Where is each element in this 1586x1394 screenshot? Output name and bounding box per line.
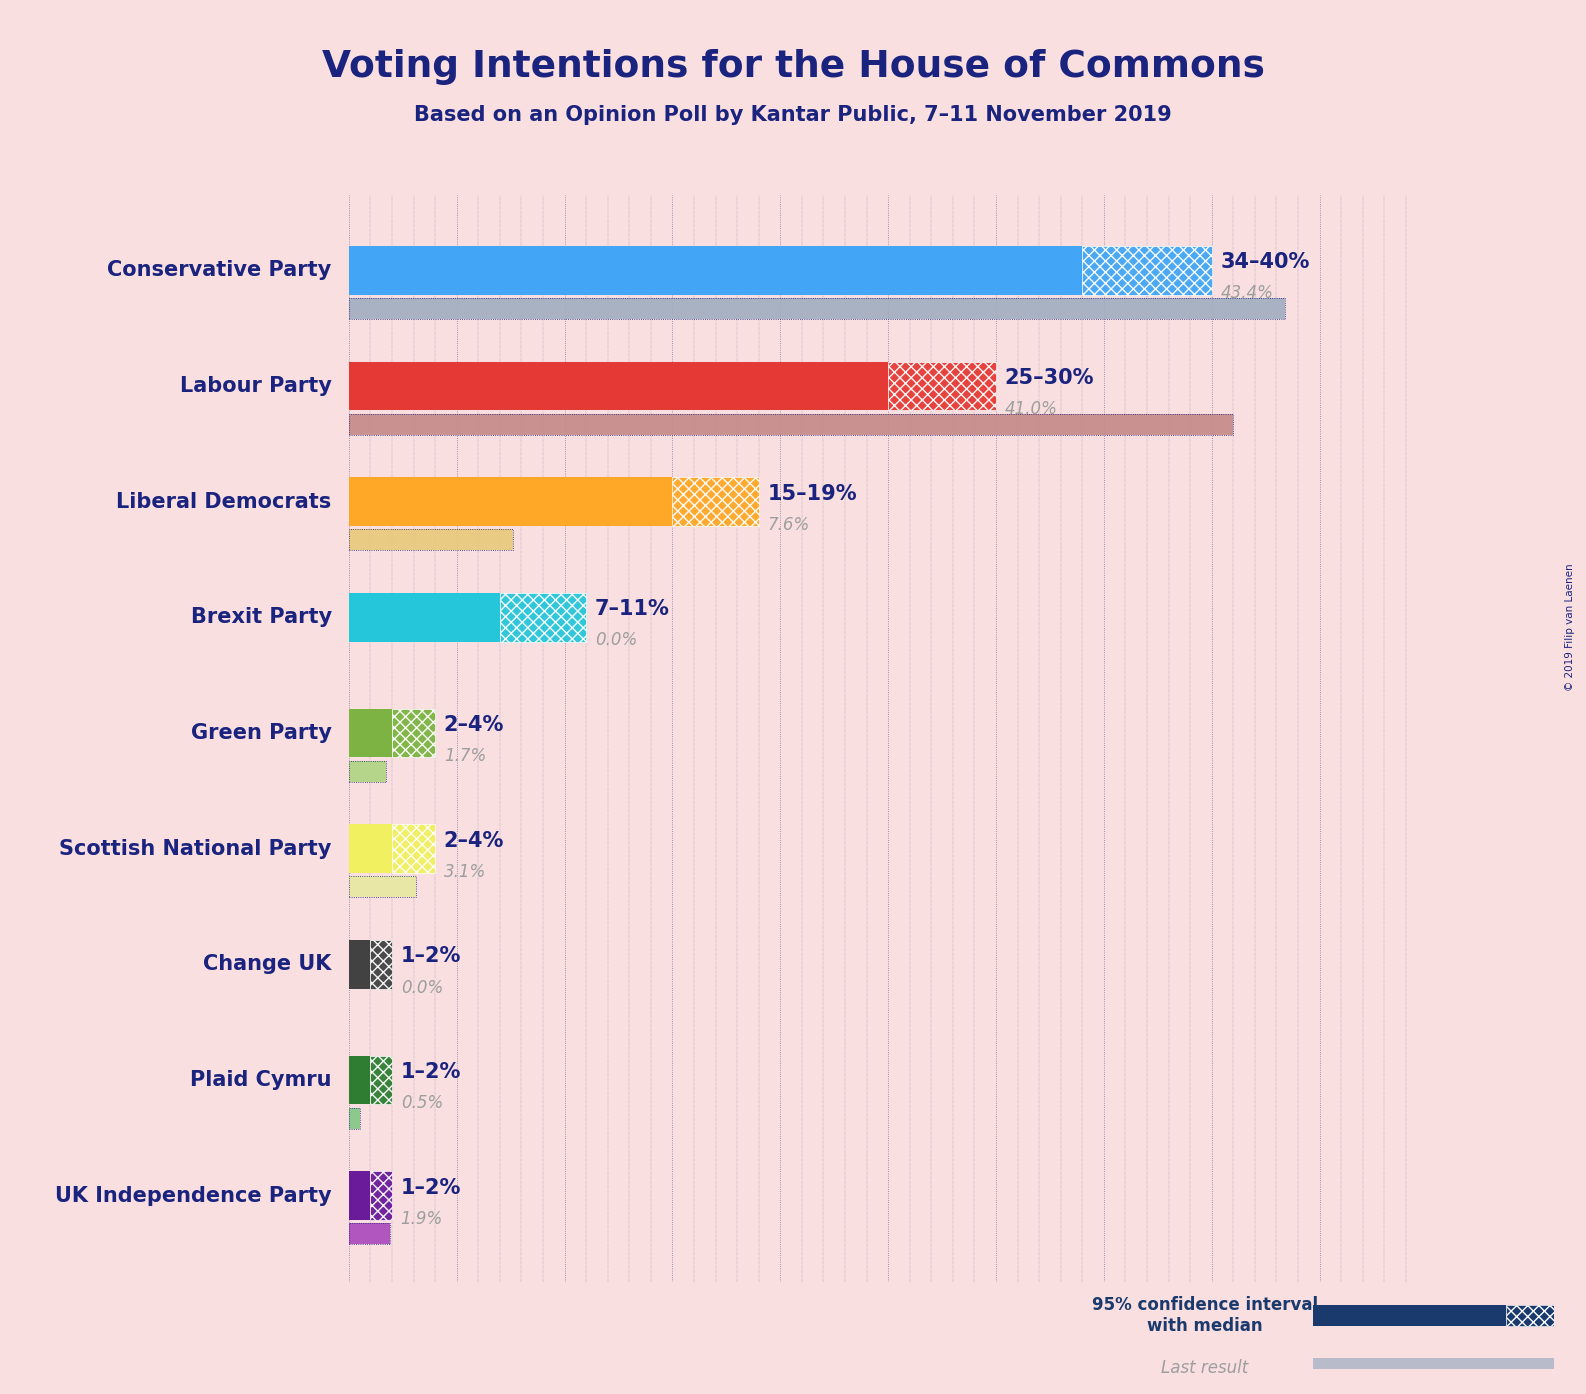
Text: 1.7%: 1.7% xyxy=(444,747,485,765)
Text: 95% confidence interval: 95% confidence interval xyxy=(1091,1295,1318,1313)
Bar xyxy=(349,298,1285,319)
Text: 0.0%: 0.0% xyxy=(595,631,638,650)
Text: Last result: Last result xyxy=(1161,1359,1248,1377)
Bar xyxy=(349,361,888,410)
Bar xyxy=(371,1171,392,1220)
Bar xyxy=(349,877,416,898)
Text: 2–4%: 2–4% xyxy=(444,715,504,735)
Bar xyxy=(349,592,500,641)
Text: with median: with median xyxy=(1147,1317,1262,1334)
Text: 41.0%: 41.0% xyxy=(1004,400,1058,418)
Bar xyxy=(349,1224,390,1245)
Text: 3.1%: 3.1% xyxy=(444,863,485,881)
Bar xyxy=(392,824,435,873)
Bar xyxy=(349,940,371,988)
Bar xyxy=(1082,247,1212,294)
Bar xyxy=(349,1108,360,1129)
Bar xyxy=(349,477,672,526)
Bar xyxy=(888,361,996,410)
Text: Based on an Opinion Poll by Kantar Public, 7–11 November 2019: Based on an Opinion Poll by Kantar Publi… xyxy=(414,105,1172,124)
Text: Green Party: Green Party xyxy=(190,723,331,743)
Bar xyxy=(349,530,512,551)
Text: 7–11%: 7–11% xyxy=(595,599,669,619)
Bar xyxy=(392,708,435,757)
Bar xyxy=(371,940,392,988)
Text: Liberal Democrats: Liberal Democrats xyxy=(116,492,331,512)
Text: Conservative Party: Conservative Party xyxy=(108,261,331,280)
Bar xyxy=(349,1171,371,1220)
Text: Labour Party: Labour Party xyxy=(179,376,331,396)
Text: Plaid Cymru: Plaid Cymru xyxy=(190,1071,331,1090)
Text: 0.0%: 0.0% xyxy=(401,979,442,997)
Text: 0.5%: 0.5% xyxy=(401,1094,442,1112)
Text: 15–19%: 15–19% xyxy=(768,484,856,503)
Text: © 2019 Filip van Laenen: © 2019 Filip van Laenen xyxy=(1565,563,1575,691)
Text: 2–4%: 2–4% xyxy=(444,831,504,850)
Text: 7.6%: 7.6% xyxy=(768,516,809,534)
Text: Voting Intentions for the House of Commons: Voting Intentions for the House of Commo… xyxy=(322,49,1264,85)
Bar xyxy=(1507,1305,1586,1326)
Bar xyxy=(349,414,1234,435)
Text: 1–2%: 1–2% xyxy=(401,1178,462,1197)
Text: 1–2%: 1–2% xyxy=(401,947,462,966)
Text: UK Independence Party: UK Independence Party xyxy=(56,1186,331,1206)
Text: 1.9%: 1.9% xyxy=(401,1210,442,1228)
Bar xyxy=(672,477,758,526)
Bar xyxy=(1313,1305,1507,1326)
Bar xyxy=(349,824,392,873)
Bar xyxy=(349,247,1082,294)
Bar xyxy=(349,708,392,757)
Bar xyxy=(1313,1358,1586,1369)
Bar xyxy=(500,592,587,641)
Text: 34–40%: 34–40% xyxy=(1220,252,1310,272)
Text: 1–2%: 1–2% xyxy=(401,1062,462,1082)
Text: Change UK: Change UK xyxy=(203,955,331,974)
Text: 25–30%: 25–30% xyxy=(1004,368,1094,388)
Bar xyxy=(371,1055,392,1104)
Bar xyxy=(349,1055,371,1104)
Text: 43.4%: 43.4% xyxy=(1220,284,1274,302)
Text: Scottish National Party: Scottish National Party xyxy=(59,839,331,859)
Text: Brexit Party: Brexit Party xyxy=(190,608,331,627)
Bar xyxy=(349,761,385,782)
